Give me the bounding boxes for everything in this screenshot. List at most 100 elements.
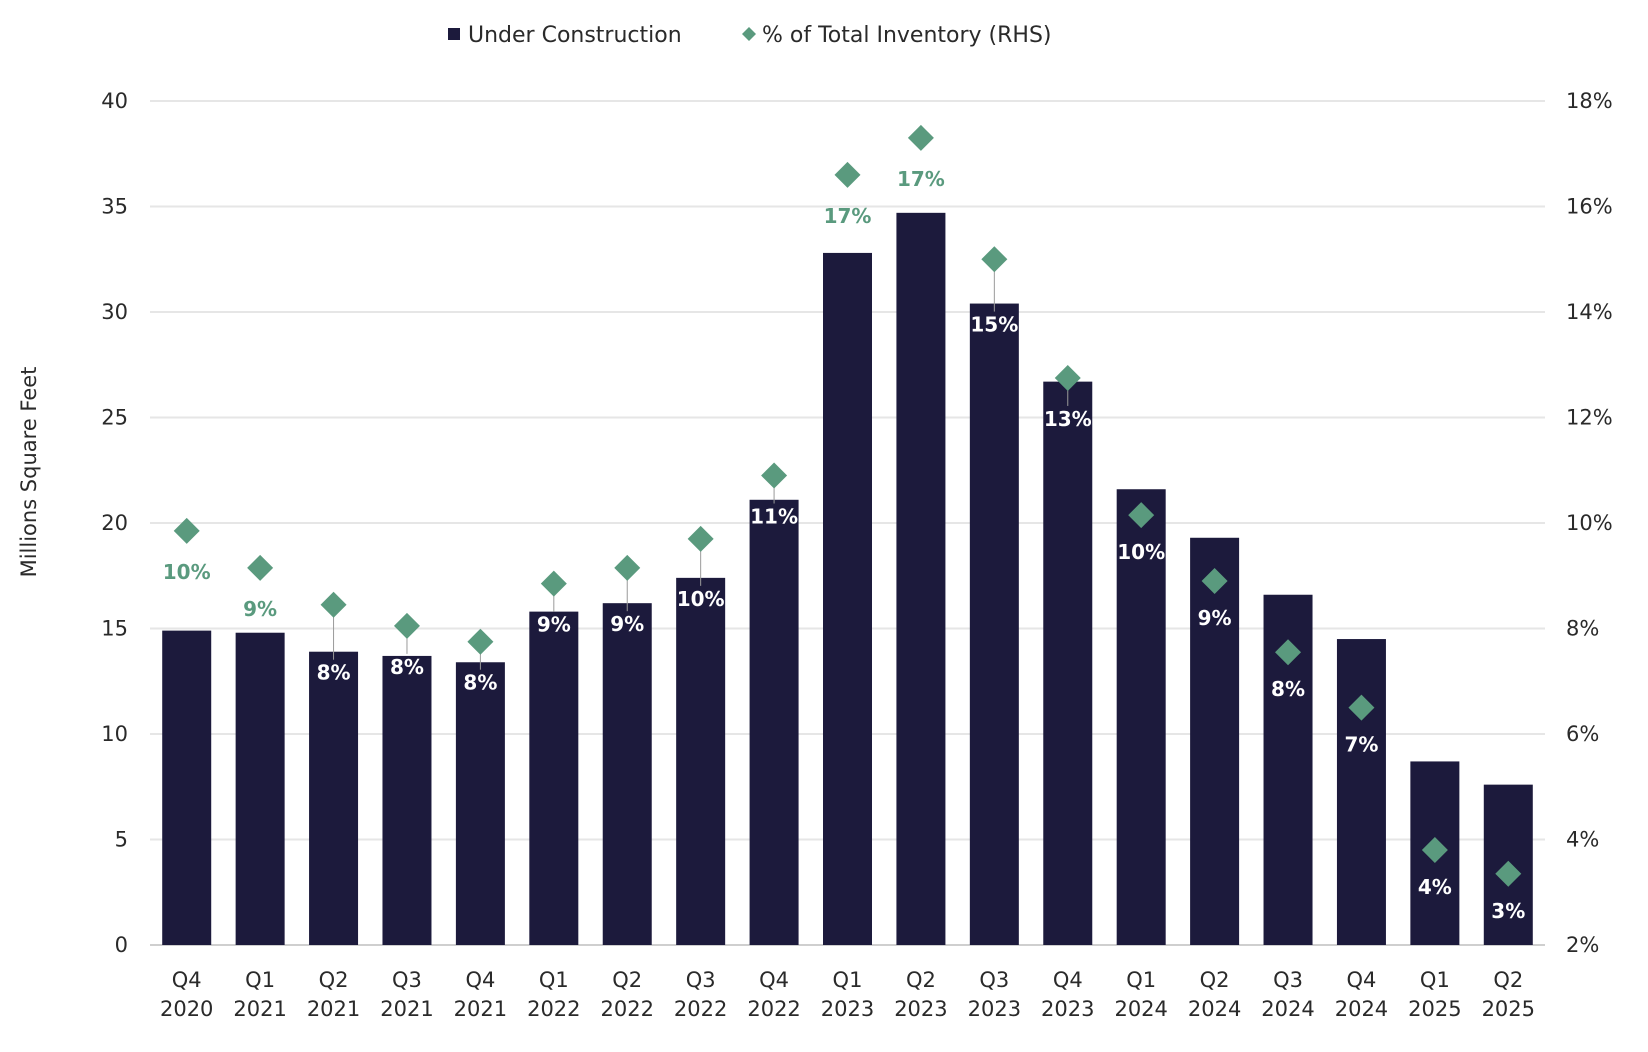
diamond-marker xyxy=(247,554,274,581)
x-tick-year: 2025 xyxy=(1408,997,1461,1021)
x-tick-quarter: Q2 xyxy=(612,968,642,992)
x-tick-quarter: Q2 xyxy=(906,968,936,992)
y-tick-label: 30 xyxy=(101,300,128,324)
legend-swatch-under-construction xyxy=(448,28,460,40)
x-tick-year: 2024 xyxy=(1188,997,1241,1021)
x-tick-quarter: Q1 xyxy=(1126,968,1156,992)
data-label: 17% xyxy=(897,167,945,191)
legend-label-pct-inventory: % of Total Inventory (RHS) xyxy=(762,23,1052,48)
y2-tick-label: 6% xyxy=(1566,722,1599,746)
x-axis: Q4 2020 Q1 2021 Q2 2021 Q3 2021 Q4 2021 Q1 2022 Q2 20… xyxy=(160,968,1535,1021)
x-tick-quarter: Q2 xyxy=(1200,968,1230,992)
bar xyxy=(235,632,285,945)
diamond-marker xyxy=(1201,568,1228,595)
x-tick-quarter: Q3 xyxy=(686,968,716,992)
bar xyxy=(1116,489,1166,945)
x-tick-year: 2024 xyxy=(1114,997,1167,1021)
bar xyxy=(382,655,432,945)
diamond-marker xyxy=(907,124,934,151)
bar xyxy=(896,212,946,945)
bar xyxy=(602,603,652,945)
diamond-marker xyxy=(834,161,861,188)
x-tick-quarter: Q3 xyxy=(979,968,1009,992)
y2-tick-label: 12% xyxy=(1566,406,1613,430)
diamond-marker xyxy=(1275,639,1302,666)
legend-label-under-construction: Under Construction xyxy=(468,23,682,48)
x-tick-quarter: Q2 xyxy=(319,968,349,992)
data-label: 9% xyxy=(243,597,277,621)
bar xyxy=(676,577,726,945)
legend-swatch-pct-inventory xyxy=(742,27,756,41)
bar xyxy=(455,662,505,945)
x-tick-year: 2025 xyxy=(1482,997,1535,1021)
x-tick-year: 2021 xyxy=(454,997,507,1021)
diamond-marker xyxy=(1128,502,1155,529)
bar xyxy=(823,252,872,946)
data-label: 10% xyxy=(677,587,725,611)
x-tick-year: 2022 xyxy=(674,997,727,1021)
data-label: 8% xyxy=(463,671,497,695)
x-tick-year: 2024 xyxy=(1261,997,1314,1021)
x-tick-year: 2023 xyxy=(894,997,947,1021)
y2-tick-label: 10% xyxy=(1566,511,1613,535)
x-tick-quarter: Q3 xyxy=(1273,968,1303,992)
y2-tick-label: 18% xyxy=(1566,89,1613,113)
y-tick-label: 40 xyxy=(101,89,128,113)
x-tick-year: 2021 xyxy=(233,997,286,1021)
diamond-marker xyxy=(540,570,567,597)
data-label: 9% xyxy=(1198,606,1232,630)
x-tick-quarter: Q1 xyxy=(1420,968,1450,992)
x-tick-year: 2022 xyxy=(601,997,654,1021)
data-label: 7% xyxy=(1344,733,1378,757)
data-label: 10% xyxy=(163,560,211,584)
y2-tick-label: 16% xyxy=(1566,195,1613,219)
diamond-marker xyxy=(981,246,1008,273)
data-label: 9% xyxy=(610,612,644,636)
diamond-marker xyxy=(467,628,494,655)
data-label: 3% xyxy=(1491,899,1525,923)
diamond-marker xyxy=(1348,694,1375,721)
y-tick-label: 5 xyxy=(115,828,128,852)
x-tick-year: 2023 xyxy=(1041,997,1094,1021)
y2-tick-label: 14% xyxy=(1566,300,1613,324)
y2-tick-label: 4% xyxy=(1566,828,1599,852)
y-tick-label: 0 xyxy=(115,933,128,957)
data-label: 10% xyxy=(1117,540,1165,564)
bar xyxy=(162,630,212,945)
y2-tick-label: 8% xyxy=(1566,617,1599,641)
bar xyxy=(749,499,799,945)
x-tick-year: 2020 xyxy=(160,997,213,1021)
y-axis-left: 0 5 10 15 20 25 30 35 40 xyxy=(101,89,128,957)
diamond-marker xyxy=(1421,837,1448,864)
diamond-marker xyxy=(614,554,641,581)
y-tick-label: 15 xyxy=(101,617,128,641)
data-label: 17% xyxy=(824,204,872,228)
bar xyxy=(1043,381,1093,945)
marker-series xyxy=(173,124,1522,887)
y-tick-label: 25 xyxy=(101,406,128,430)
data-labels: 10% 9% 8% 8% 8% 9% 9% 10% 11% 17% 17% 15% 13% 10% 9% 8%… xyxy=(163,167,1526,923)
x-tick-year: 2024 xyxy=(1335,997,1388,1021)
data-label: 4% xyxy=(1418,875,1452,899)
x-tick-quarter: Q3 xyxy=(392,968,422,992)
diamond-marker xyxy=(393,612,420,639)
diamond-marker xyxy=(320,591,347,618)
x-tick-year: 2022 xyxy=(747,997,800,1021)
y2-tick-label: 2% xyxy=(1566,933,1599,957)
y-tick-label: 20 xyxy=(101,511,128,535)
legend: Under Construction % of Total Inventory … xyxy=(448,23,1052,48)
bar xyxy=(529,611,579,945)
x-tick-year: 2021 xyxy=(380,997,433,1021)
bar xyxy=(1336,639,1386,945)
diamond-marker xyxy=(1054,364,1081,391)
bar xyxy=(309,651,359,945)
bar xyxy=(969,303,1019,945)
y-axis-title: Millions Square Feet xyxy=(17,367,41,578)
diamond-marker xyxy=(173,517,200,544)
x-tick-quarter: Q4 xyxy=(172,968,202,992)
x-tick-year: 2023 xyxy=(821,997,874,1021)
x-tick-quarter: Q2 xyxy=(1493,968,1523,992)
x-tick-year: 2022 xyxy=(527,997,580,1021)
x-tick-quarter: Q1 xyxy=(833,968,863,992)
